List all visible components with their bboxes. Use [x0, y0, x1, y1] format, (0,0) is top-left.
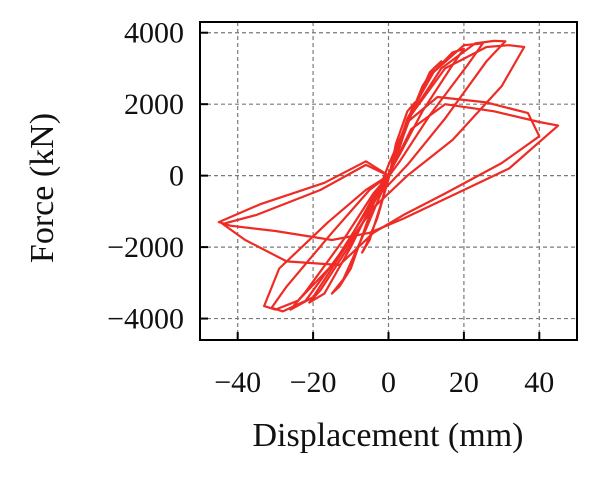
y-axis-title: Force (kN): [24, 113, 61, 263]
y-tick-label: 4000: [124, 17, 184, 50]
x-tick-label: 20: [449, 366, 479, 399]
x-tick-label: 0: [381, 366, 396, 399]
y-tick-label: 0: [169, 160, 184, 193]
hysteresis-loop-2: [330, 60, 443, 295]
hysteresis-loop-5: [270, 39, 507, 313]
grid-lines: [200, 22, 577, 340]
y-tick-label: −2000: [107, 231, 184, 264]
x-tick-label: −40: [214, 366, 261, 399]
y-tick-label: 2000: [124, 88, 184, 121]
hysteresis-loop-4: [289, 42, 484, 311]
x-tick-labels: −40 −20 0 20 40: [214, 366, 554, 399]
hysteresis-loops: [217, 39, 560, 313]
axis-ticks: [200, 31, 541, 340]
y-tick-label: −4000: [107, 303, 184, 336]
x-axis-title: Displacement (mm): [253, 417, 524, 454]
x-tick-label: 40: [524, 366, 554, 399]
y-tick-labels: −4000 −2000 0 2000 4000: [107, 17, 184, 336]
hysteresis-loop-8: [217, 103, 560, 242]
x-tick-label: −20: [290, 366, 337, 399]
